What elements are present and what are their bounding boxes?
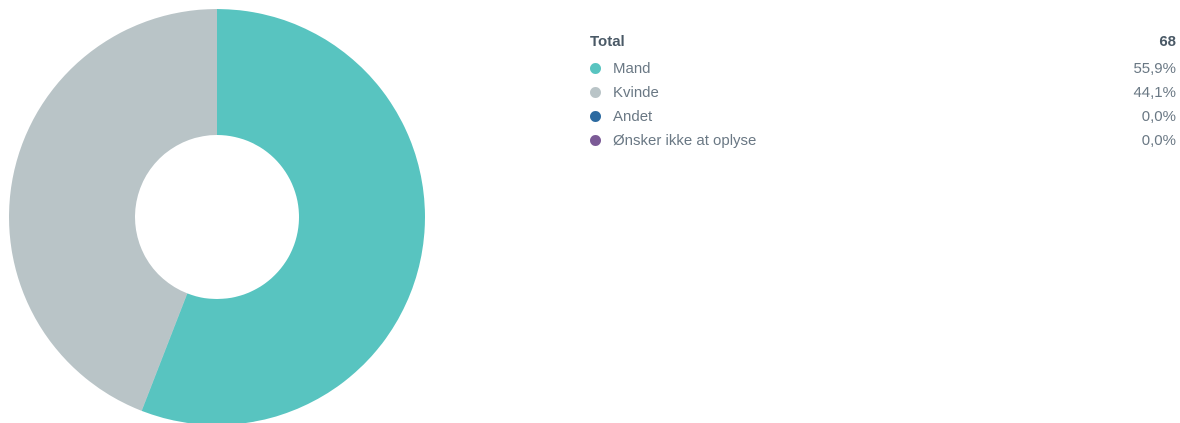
legend-item-kvinde: Kvinde 44,1% <box>590 80 1176 104</box>
legend-value: 0,0% <box>1141 107 1176 125</box>
legend-item-andet: Andet 0,0% <box>590 104 1176 128</box>
legend-dot-icon <box>590 110 601 122</box>
legend-dot-icon <box>590 62 601 74</box>
legend-total-row: Total 68 <box>590 30 1176 52</box>
total-label: Total <box>590 32 625 50</box>
legend-value: 44,1% <box>1133 83 1176 101</box>
legend-dot-icon <box>590 86 601 98</box>
donut-slice-mand <box>141 9 425 423</box>
legend-label: Kvinde <box>613 83 659 101</box>
donut-chart <box>9 9 425 423</box>
legend-label: Mand <box>613 59 651 77</box>
legend-item-mand: Mand 55,9% <box>590 56 1176 80</box>
legend-value: 0,0% <box>1141 131 1176 149</box>
donut-slice-kvinde <box>9 9 217 411</box>
chart-legend: Total 68 Mand 55,9% Kvinde 44,1% Andet 0… <box>590 30 1176 152</box>
legend-item-onsker-ikke: Ønsker ikke at oplyse 0,0% <box>590 128 1176 152</box>
legend-label: Ønsker ikke at oplyse <box>613 131 757 149</box>
legend-label: Andet <box>613 107 653 125</box>
legend-dot-icon <box>590 134 601 146</box>
legend-value: 55,9% <box>1133 59 1176 77</box>
total-value: 68 <box>1159 32 1176 50</box>
